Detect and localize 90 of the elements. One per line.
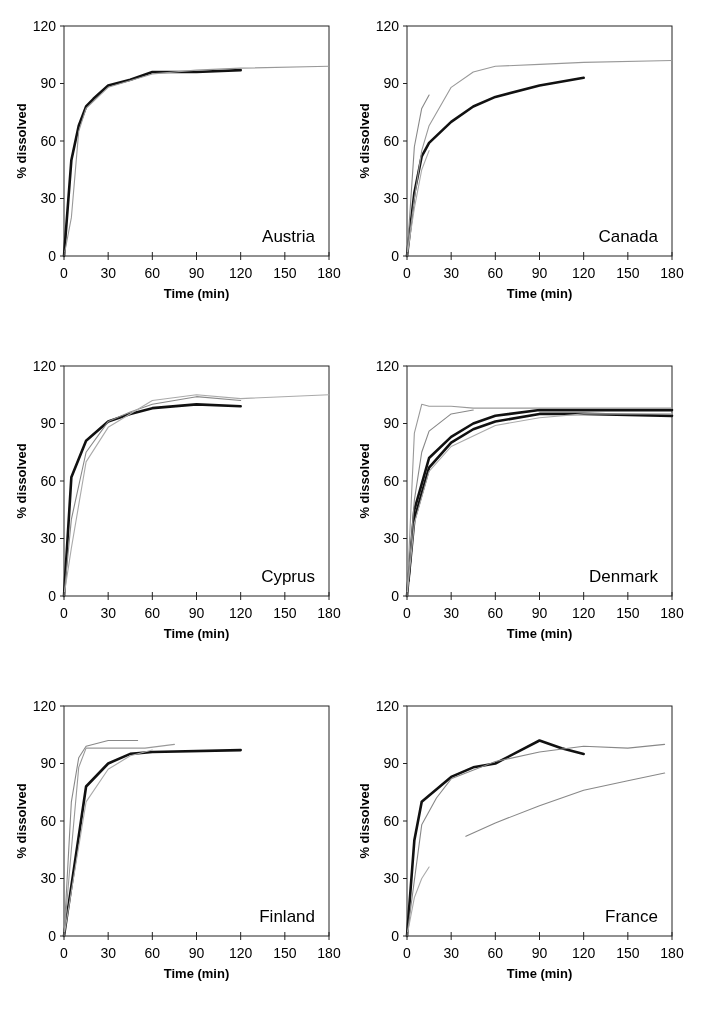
x-tick-label: 90 bbox=[188, 265, 205, 281]
y-tick-label: 30 bbox=[383, 870, 400, 887]
y-tick-label: 120 bbox=[375, 697, 400, 714]
x-tick-label: 60 bbox=[144, 265, 161, 281]
x-tick-label: 90 bbox=[531, 605, 548, 621]
y-tick-label: 30 bbox=[40, 190, 57, 207]
y-tick-label: 0 bbox=[391, 927, 400, 944]
x-tick-label: 90 bbox=[531, 265, 548, 281]
x-tick-label: 90 bbox=[188, 945, 205, 961]
y-tick-label: 60 bbox=[383, 472, 400, 489]
x-axis-title: Time (min) bbox=[163, 626, 230, 641]
x-tick-label: 60 bbox=[144, 945, 161, 961]
annotation: Denmark bbox=[589, 567, 659, 586]
y-tick-label: 60 bbox=[40, 472, 57, 489]
y-tick-label: 90 bbox=[40, 415, 57, 432]
y-tick-label: 0 bbox=[48, 247, 57, 264]
x-tick-label: 150 bbox=[616, 945, 640, 961]
x-tick-label: 60 bbox=[487, 265, 504, 281]
x-tick-label: 90 bbox=[531, 945, 548, 961]
y-tick-label: 90 bbox=[383, 755, 400, 772]
x-tick-label: 0 bbox=[403, 265, 412, 281]
y-tick-label: 120 bbox=[375, 17, 400, 34]
x-tick-label: 0 bbox=[60, 265, 69, 281]
x-tick-label: 0 bbox=[60, 605, 69, 621]
x-tick-label: 150 bbox=[273, 945, 297, 961]
y-axis-title: % dissolved bbox=[14, 783, 29, 859]
y-tick-label: 90 bbox=[40, 75, 57, 92]
annotation: Austria bbox=[262, 227, 316, 246]
x-axis-title: Time (min) bbox=[163, 966, 230, 981]
x-tick-label: 30 bbox=[443, 945, 460, 961]
x-tick-label: 180 bbox=[660, 605, 684, 621]
x-tick-label: 0 bbox=[403, 605, 412, 621]
y-tick-label: 0 bbox=[48, 927, 57, 944]
y-tick-label: 30 bbox=[383, 530, 400, 547]
x-tick-label: 60 bbox=[487, 945, 504, 961]
x-tick-label: 150 bbox=[273, 605, 297, 621]
y-tick-label: 60 bbox=[383, 812, 400, 829]
x-tick-label: 180 bbox=[317, 265, 341, 281]
x-tick-label: 90 bbox=[188, 605, 205, 621]
x-tick-label: 120 bbox=[571, 605, 596, 621]
x-tick-label: 120 bbox=[571, 265, 596, 281]
x-tick-label: 30 bbox=[443, 605, 460, 621]
annotation: Finland bbox=[259, 907, 315, 926]
annotation: France bbox=[605, 907, 658, 926]
x-axis-title: Time (min) bbox=[506, 286, 573, 301]
x-tick-label: 150 bbox=[616, 605, 640, 621]
x-tick-label: 120 bbox=[228, 265, 253, 281]
x-tick-label: 30 bbox=[443, 265, 460, 281]
x-tick-label: 0 bbox=[403, 945, 412, 961]
x-tick-label: 120 bbox=[228, 945, 253, 961]
y-axis-title: % dissolved bbox=[357, 783, 372, 859]
y-tick-label: 120 bbox=[32, 357, 57, 374]
x-axis-title: Time (min) bbox=[506, 626, 573, 641]
x-tick-label: 60 bbox=[144, 605, 161, 621]
annotation: Cyprus bbox=[261, 567, 315, 586]
annotation: Canada bbox=[598, 227, 659, 246]
x-tick-label: 150 bbox=[273, 265, 297, 281]
y-tick-label: 30 bbox=[40, 530, 57, 547]
y-tick-label: 60 bbox=[40, 132, 57, 149]
x-tick-label: 120 bbox=[228, 605, 253, 621]
x-tick-label: 180 bbox=[317, 605, 341, 621]
x-tick-label: 150 bbox=[616, 265, 640, 281]
y-tick-label: 60 bbox=[383, 132, 400, 149]
y-tick-label: 0 bbox=[391, 247, 400, 264]
y-tick-label: 120 bbox=[32, 697, 57, 714]
y-axis-title: % dissolved bbox=[357, 443, 372, 519]
y-tick-label: 90 bbox=[383, 75, 400, 92]
x-axis-title: Time (min) bbox=[163, 286, 230, 301]
y-tick-label: 0 bbox=[48, 587, 57, 604]
y-axis-title: % dissolved bbox=[14, 443, 29, 519]
x-tick-label: 180 bbox=[660, 265, 684, 281]
y-tick-label: 30 bbox=[383, 190, 400, 207]
x-tick-label: 60 bbox=[487, 605, 504, 621]
x-tick-label: 120 bbox=[571, 945, 596, 961]
y-axis-title: % dissolved bbox=[357, 103, 372, 179]
x-tick-label: 30 bbox=[100, 265, 117, 281]
x-axis-title: Time (min) bbox=[506, 966, 573, 981]
y-tick-label: 60 bbox=[40, 812, 57, 829]
x-tick-label: 180 bbox=[317, 945, 341, 961]
x-tick-label: 30 bbox=[100, 945, 117, 961]
y-axis-title: % dissolved bbox=[14, 103, 29, 179]
x-tick-label: 180 bbox=[660, 945, 684, 961]
y-tick-label: 120 bbox=[32, 17, 57, 34]
y-tick-label: 90 bbox=[383, 415, 400, 432]
y-tick-label: 30 bbox=[40, 870, 57, 887]
y-tick-label: 120 bbox=[375, 357, 400, 374]
y-tick-label: 0 bbox=[391, 587, 400, 604]
x-tick-label: 0 bbox=[60, 945, 69, 961]
x-tick-label: 30 bbox=[100, 605, 117, 621]
y-tick-label: 90 bbox=[40, 755, 57, 772]
